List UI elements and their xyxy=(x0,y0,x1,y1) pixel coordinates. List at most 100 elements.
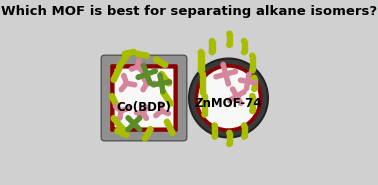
Circle shape xyxy=(124,53,129,58)
Circle shape xyxy=(231,87,235,91)
Polygon shape xyxy=(141,82,149,91)
Circle shape xyxy=(117,64,122,69)
Polygon shape xyxy=(141,106,148,114)
Circle shape xyxy=(168,101,173,106)
Circle shape xyxy=(111,77,116,82)
Polygon shape xyxy=(202,96,207,115)
Circle shape xyxy=(253,81,257,85)
Circle shape xyxy=(130,67,133,71)
Polygon shape xyxy=(209,41,215,52)
Circle shape xyxy=(119,109,123,113)
FancyBboxPatch shape xyxy=(115,69,174,127)
Circle shape xyxy=(252,86,257,91)
Circle shape xyxy=(115,105,120,110)
Polygon shape xyxy=(136,65,144,73)
Polygon shape xyxy=(221,64,230,84)
Polygon shape xyxy=(158,103,163,111)
Circle shape xyxy=(138,127,142,132)
Polygon shape xyxy=(212,126,217,137)
Polygon shape xyxy=(122,75,129,84)
Circle shape xyxy=(118,116,122,120)
Circle shape xyxy=(160,109,163,113)
Polygon shape xyxy=(161,109,169,115)
Circle shape xyxy=(115,129,120,134)
Circle shape xyxy=(141,75,145,79)
Circle shape xyxy=(161,90,166,95)
Polygon shape xyxy=(141,112,148,119)
Circle shape xyxy=(247,72,251,76)
Circle shape xyxy=(113,104,118,108)
Circle shape xyxy=(250,108,255,113)
Polygon shape xyxy=(136,60,141,67)
Circle shape xyxy=(198,50,203,55)
Circle shape xyxy=(161,89,165,93)
Circle shape xyxy=(250,53,255,58)
Circle shape xyxy=(242,123,247,128)
Circle shape xyxy=(133,83,137,87)
Circle shape xyxy=(200,72,205,77)
Circle shape xyxy=(111,116,116,121)
Circle shape xyxy=(136,75,140,79)
Circle shape xyxy=(202,94,207,99)
Circle shape xyxy=(239,101,243,105)
Polygon shape xyxy=(160,73,171,85)
Circle shape xyxy=(227,31,232,36)
Circle shape xyxy=(142,63,146,68)
Circle shape xyxy=(160,109,163,113)
FancyBboxPatch shape xyxy=(110,64,178,132)
Circle shape xyxy=(144,53,149,58)
Circle shape xyxy=(242,38,247,44)
Polygon shape xyxy=(155,57,166,67)
Circle shape xyxy=(250,94,255,99)
Circle shape xyxy=(159,72,164,77)
Polygon shape xyxy=(250,96,255,111)
Circle shape xyxy=(122,73,126,78)
Circle shape xyxy=(167,80,172,84)
Circle shape xyxy=(242,50,247,55)
Polygon shape xyxy=(158,75,165,92)
Circle shape xyxy=(141,111,145,115)
Circle shape xyxy=(136,65,139,69)
Circle shape xyxy=(148,127,153,132)
Polygon shape xyxy=(137,51,147,58)
Polygon shape xyxy=(155,109,163,117)
Circle shape xyxy=(228,98,232,102)
Circle shape xyxy=(164,119,170,125)
Circle shape xyxy=(119,88,123,92)
Polygon shape xyxy=(127,116,141,131)
Circle shape xyxy=(124,132,129,137)
Circle shape xyxy=(198,68,203,73)
Circle shape xyxy=(166,81,171,86)
Polygon shape xyxy=(142,65,152,83)
Circle shape xyxy=(136,65,139,69)
Polygon shape xyxy=(242,41,247,52)
Circle shape xyxy=(250,68,255,73)
Circle shape xyxy=(163,62,168,68)
Circle shape xyxy=(170,130,175,135)
Circle shape xyxy=(125,81,129,85)
Polygon shape xyxy=(229,90,245,102)
Circle shape xyxy=(141,88,145,92)
Circle shape xyxy=(148,81,152,85)
Circle shape xyxy=(151,83,155,87)
Polygon shape xyxy=(114,105,122,112)
Polygon shape xyxy=(215,70,236,79)
Circle shape xyxy=(119,109,123,113)
Circle shape xyxy=(221,62,225,66)
Text: Co(BDP): Co(BDP) xyxy=(116,101,172,114)
Circle shape xyxy=(227,42,232,47)
Circle shape xyxy=(239,78,243,82)
Polygon shape xyxy=(245,74,251,89)
Polygon shape xyxy=(227,133,232,144)
Polygon shape xyxy=(112,68,121,81)
Circle shape xyxy=(227,141,232,147)
Polygon shape xyxy=(227,34,232,45)
Circle shape xyxy=(160,109,163,113)
Polygon shape xyxy=(252,78,257,89)
Text: ZnMOF-74: ZnMOF-74 xyxy=(195,97,262,110)
Polygon shape xyxy=(124,50,135,56)
Polygon shape xyxy=(231,88,243,104)
Circle shape xyxy=(212,123,217,128)
Polygon shape xyxy=(165,121,175,134)
Polygon shape xyxy=(116,129,127,137)
